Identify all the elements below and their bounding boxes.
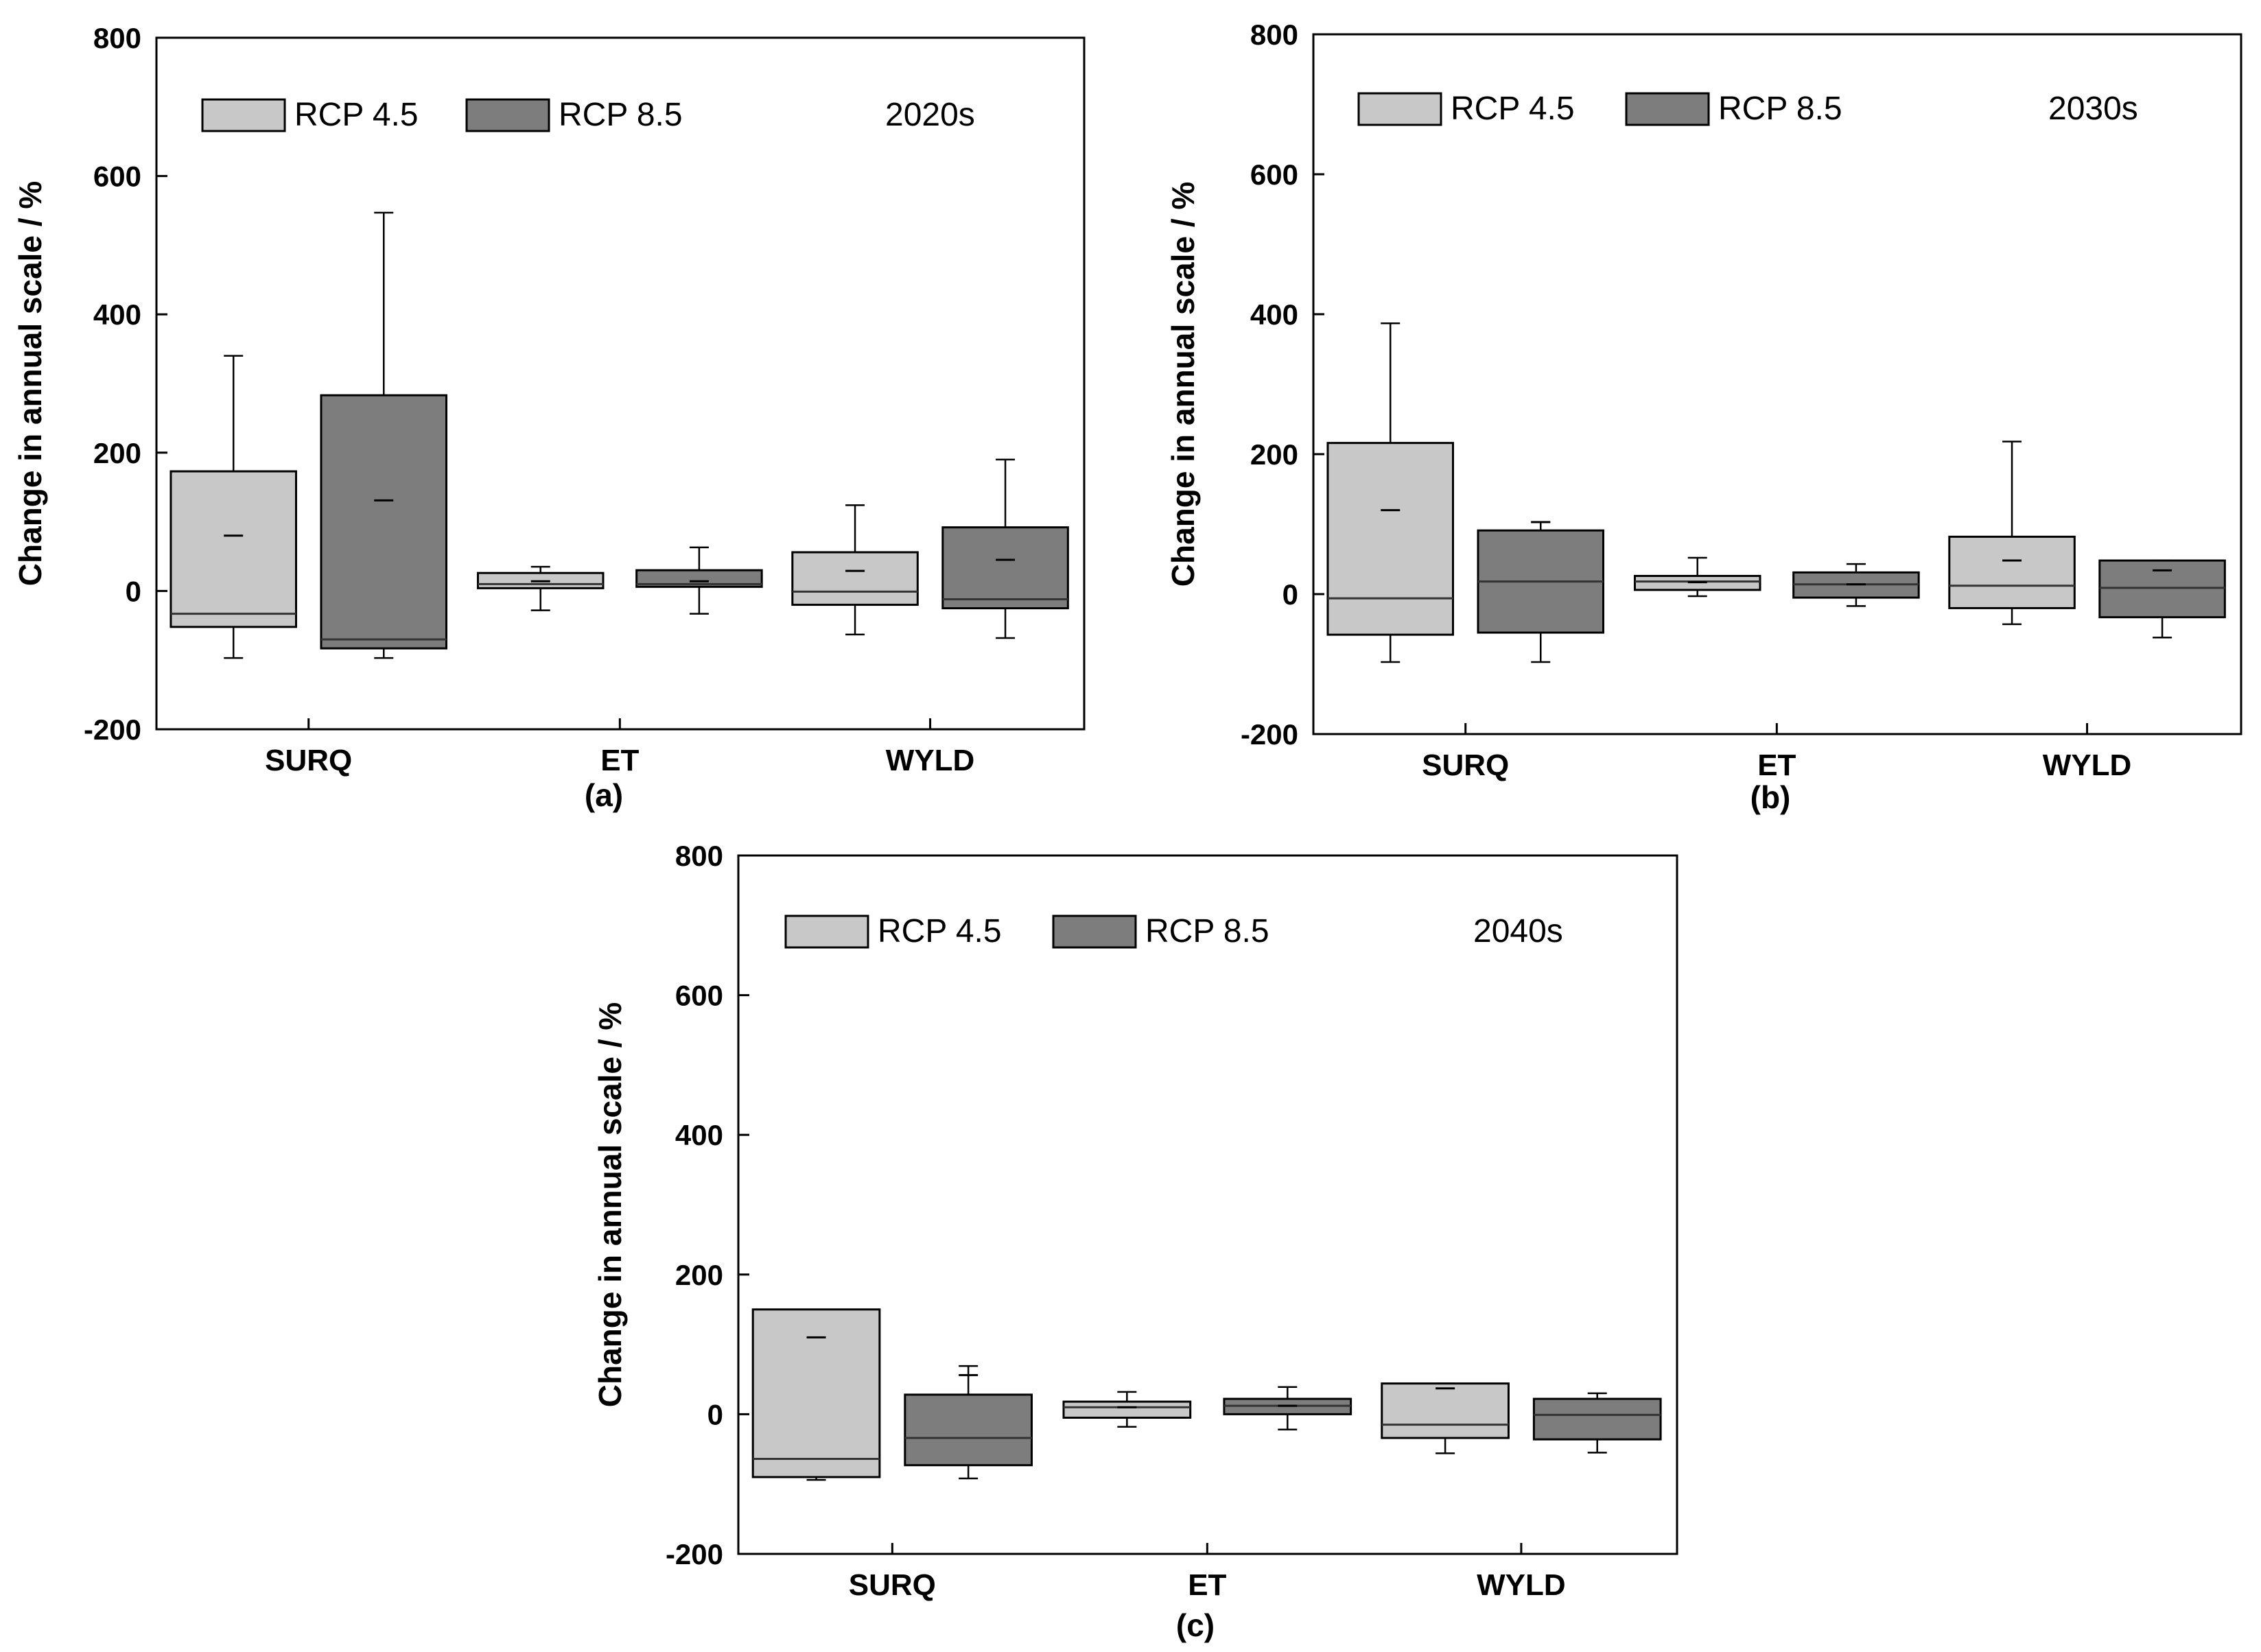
box-iqr	[791, 551, 919, 606]
box-iqr	[320, 394, 448, 650]
panel-c-ytick-label: 200	[675, 1259, 723, 1291]
legend-swatch-rcp85	[465, 98, 550, 132]
panel-b-y-axis-label: Change in annual scale / %	[1165, 182, 1201, 587]
panel-b-category-label: SURQ	[1422, 748, 1509, 782]
legend-swatch-rcp85	[1625, 92, 1710, 126]
panel-a-panel-label: (a)	[585, 777, 623, 813]
panel-b-category-label: WYLD	[2043, 748, 2132, 782]
panel-b-panel-label: (b)	[1750, 779, 1791, 815]
box-iqr	[2098, 559, 2226, 619]
legend-label-rcp85: RCP 8.5	[559, 97, 683, 133]
box-iqr	[751, 1308, 881, 1478]
panel-c-box-surq-rcp45	[751, 1308, 881, 1481]
panel-b-category-label: ET	[1757, 748, 1796, 782]
box-iqr	[1381, 1382, 1510, 1439]
panel-a: -200 0 200 400 600 800 Change in annual scale …	[12, 22, 1086, 813]
panel-a-box-wyld-rcp45	[791, 504, 919, 636]
panel-b-box-surq-rcp85	[1477, 521, 1604, 663]
legend-swatch-rcp85	[1052, 914, 1137, 949]
panel-a-box-et-rcp85	[635, 546, 763, 615]
panel-a-box-surq-rcp45	[169, 355, 297, 659]
panel-b: -200 0 200 400 600 800 Change in annual scale …	[1165, 19, 2242, 815]
panel-b-box-surq-rcp45	[1326, 322, 1454, 663]
panel-b-ytick-label: 200	[1250, 438, 1298, 471]
panel-a-box-surq-rcp85	[320, 211, 448, 659]
box-iqr	[904, 1393, 1033, 1467]
legend-label-rcp45: RCP 4.5	[294, 97, 419, 133]
panel-c-box-et-rcp85	[1223, 1386, 1352, 1431]
panel-c-ytick-label: 600	[675, 980, 723, 1012]
panel-b-period-label: 2030s	[2048, 91, 2138, 127]
panel-a-box-wyld-rcp85	[941, 458, 1069, 639]
panel-b-ytick-label: 0	[1282, 578, 1298, 611]
panel-a-ytick-label: 0	[126, 575, 141, 607]
panel-a-period-label: 2020s	[885, 97, 975, 133]
box-iqr	[1326, 442, 1454, 636]
panel-c-category-label: WYLD	[1477, 1568, 1566, 1602]
panel-c: -200 0 200 400 600 800 Change in annual scale …	[592, 840, 1678, 1643]
panel-c-category-label: SURQ	[849, 1568, 936, 1602]
panel-a-category-label: SURQ	[265, 744, 352, 777]
panel-a-ytick-label: 400	[93, 298, 141, 331]
box-iqr	[1532, 1397, 1662, 1441]
panel-c-legend: RCP 4.5 RCP 8.5 2040s	[784, 913, 1563, 949]
legend-swatch-rcp45	[784, 914, 869, 949]
box-iqr	[169, 470, 297, 628]
panel-a-ytick-label: 200	[93, 437, 141, 469]
panel-c-box-et-rcp45	[1062, 1391, 1192, 1428]
box-iqr	[941, 526, 1069, 610]
panel-a-category-label: WYLD	[886, 744, 975, 777]
panel-a-y-axis-label: Change in annual scale / %	[12, 181, 48, 587]
panel-a-box-et-rcp45	[476, 565, 605, 611]
panel-b-box-et-rcp85	[1792, 563, 1920, 607]
panel-b-box-wyld-rcp85	[2098, 559, 2226, 639]
legend-label-rcp85: RCP 8.5	[1145, 913, 1269, 949]
panel-c-box-wyld-rcp85	[1532, 1392, 1662, 1454]
panel-a-ytick-label: 600	[93, 161, 141, 193]
panel-a-category-label: ET	[600, 744, 639, 777]
box-iqr	[1062, 1400, 1192, 1419]
legend-swatch-rcp45	[201, 98, 286, 132]
legend-label-rcp85: RCP 8.5	[1718, 91, 1842, 127]
panel-b-box-et-rcp45	[1633, 556, 1761, 598]
panel-c-box-surq-rcp85	[904, 1365, 1033, 1480]
panel-c-panel-label: (c)	[1176, 1607, 1215, 1643]
panel-a-ytick-label: 800	[93, 22, 141, 54]
panel-c-ytick-label: 0	[707, 1398, 723, 1430]
panel-c-period-label: 2040s	[1473, 913, 1563, 949]
panel-c-y-axis-label: Change in annual scale / %	[592, 1002, 628, 1408]
panel-c-category-label: ET	[1188, 1568, 1226, 1602]
panel-b-ytick-label: -200	[1241, 718, 1298, 751]
panel-b-box-wyld-rcp45	[1948, 440, 2076, 626]
panel-a-legend: RCP 4.5 RCP 8.5 2020s	[201, 97, 975, 133]
legend-label-rcp45: RCP 4.5	[878, 913, 1002, 949]
legend-swatch-rcp45	[1357, 92, 1442, 126]
panel-c-ytick-label: 400	[675, 1119, 723, 1151]
panel-a-ytick-label: -200	[84, 713, 141, 746]
panel-b-ytick-label: 400	[1250, 298, 1298, 331]
panel-c-box-wyld-rcp45	[1381, 1382, 1510, 1454]
box-iqr	[1948, 535, 2076, 609]
panel-c-ytick-label: 800	[675, 840, 723, 872]
legend-label-rcp45: RCP 4.5	[1451, 91, 1575, 127]
panel-b-ytick-label: 600	[1250, 158, 1298, 191]
panel-b-ytick-label: 800	[1250, 19, 1298, 51]
panel-c-ytick-label: -200	[666, 1538, 723, 1570]
panel-b-legend: RCP 4.5 RCP 8.5 2030s	[1357, 91, 2138, 127]
